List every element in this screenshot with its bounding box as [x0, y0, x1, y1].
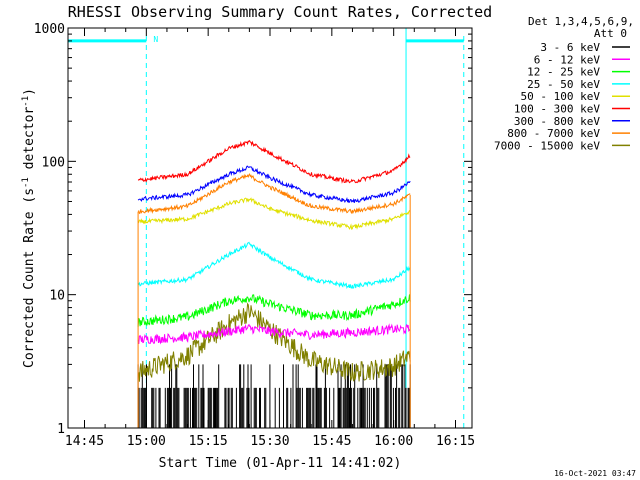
- legend-label-8: 7000 - 15000 keV: [494, 139, 600, 152]
- legend-label-3: 25 - 50 keV: [527, 78, 600, 91]
- legend-label-7: 800 - 7000 keV: [507, 127, 600, 140]
- chart-title: RHESSI Observing Summary Count Rates, Co…: [68, 3, 492, 21]
- series-1: [137, 323, 411, 345]
- legend-label-1: 6 - 12 keV: [534, 53, 601, 66]
- y-axis-label: Corrected Count Rate (s-1 detector-1): [21, 88, 37, 368]
- x-tick-label-3: 15:30: [250, 434, 289, 449]
- x-tick-label-2: 15:15: [189, 434, 228, 449]
- y-tick-label-3: 1000: [34, 22, 65, 37]
- series-6: [137, 165, 411, 204]
- legend-label-6: 300 - 800 keV: [514, 115, 600, 128]
- legend-label-4: 50 - 100 keV: [521, 90, 601, 103]
- x-axis-label: Start Time (01-Apr-11 14:41:02): [159, 456, 402, 471]
- svg-text:Corrected Count Rate (s-1 dete: Corrected Count Rate (s-1 detector-1): [21, 88, 37, 368]
- y-tick-label-2: 100: [42, 155, 65, 170]
- legend-header-line1: Det 1,3,4,5,6,9,: [528, 15, 634, 28]
- series-0: [137, 364, 411, 428]
- x-tick-label-4: 15:45: [312, 434, 351, 449]
- legend-label-5: 100 - 300 keV: [514, 103, 600, 116]
- y-tick-label-1: 10: [49, 289, 65, 304]
- y-tick-label-0: 1: [57, 422, 65, 437]
- x-tick-label-5: 16:00: [374, 434, 413, 449]
- y-axis-label-main: Corrected Count Rate (s: [22, 188, 37, 368]
- y-axis-label-end: ): [22, 88, 37, 96]
- series-5: [137, 139, 411, 184]
- legend-label-2: 12 - 25 keV: [527, 66, 600, 79]
- y-axis-label-sup2: -1: [21, 96, 31, 107]
- axes: 1 10 100 1000 14:45 15:00 15:15 15:30 15:45 16:00…: [34, 22, 475, 449]
- annotation-n: N: [153, 35, 158, 44]
- x-tick-label-0: 14:45: [65, 434, 104, 449]
- series-3: [137, 241, 411, 289]
- legend-label-0: 3 - 6 keV: [540, 41, 600, 54]
- legend-header-line2: Att 0: [594, 27, 627, 40]
- y-axis-label-sup1: -1: [21, 177, 31, 188]
- x-tick-label-1: 15:00: [127, 434, 166, 449]
- series-2: [137, 294, 411, 327]
- timestamp: 16-Oct-2021 03:47: [554, 469, 636, 478]
- x-tick-label-6: 16:15: [436, 434, 475, 449]
- series-7: [137, 173, 411, 428]
- y-axis-label-mid: detector: [22, 107, 37, 178]
- series-4: [137, 197, 411, 230]
